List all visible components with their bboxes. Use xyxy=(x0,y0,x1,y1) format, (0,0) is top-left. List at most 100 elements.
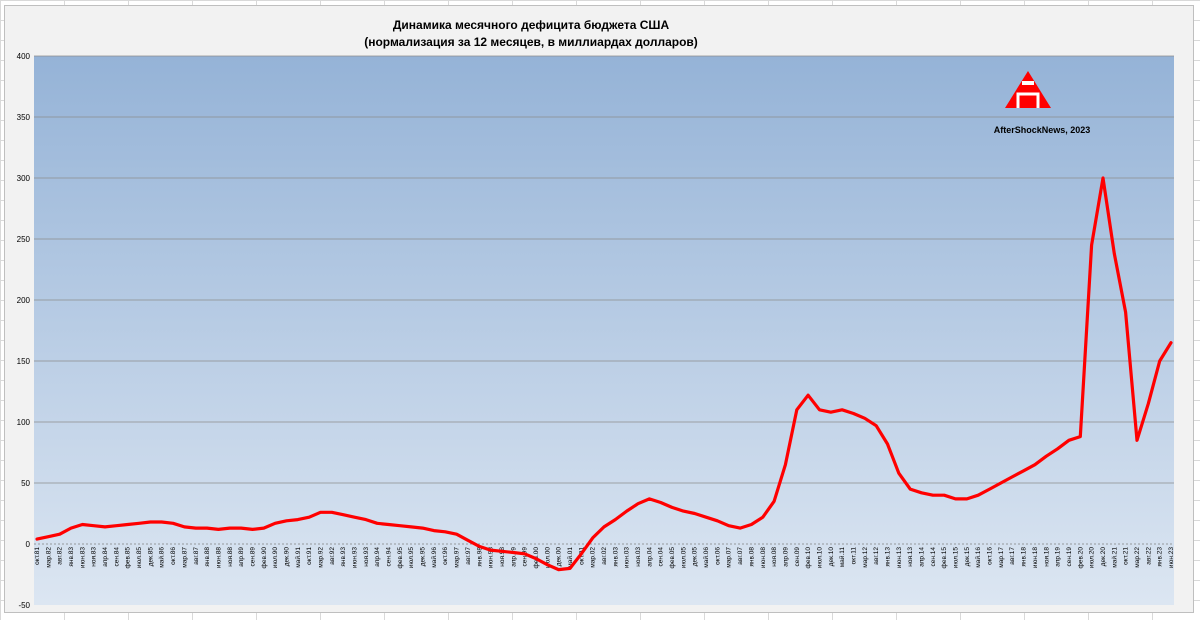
x-tick-label: апр.99 xyxy=(510,547,517,567)
x-tick-label: апр.19 xyxy=(1055,547,1062,567)
x-tick-label: мар.92 xyxy=(318,547,325,568)
x-tick-label: окт.81 xyxy=(34,547,41,565)
x-tick-label: июл.20 xyxy=(1089,547,1096,569)
x-tick-label: мар.22 xyxy=(1134,547,1141,568)
x-tick-label: июл.15 xyxy=(953,547,960,569)
x-tick-label: июл.90 xyxy=(272,547,279,569)
x-tick-label: фев.15 xyxy=(941,547,948,569)
x-tick-label: мар.12 xyxy=(862,547,869,568)
x-tick-label: дек.00 xyxy=(556,547,563,567)
watermark-text: AfterShockNews, 2023 xyxy=(994,125,1091,135)
x-tick-label: янв.88 xyxy=(204,547,211,567)
x-tick-label: авг.97 xyxy=(465,547,472,565)
x-tick-label: дек.05 xyxy=(692,547,699,567)
x-tick-label: фев.90 xyxy=(261,547,268,569)
x-tick-label: апр.94 xyxy=(374,547,381,567)
x-tick-label: июн.08 xyxy=(760,547,767,569)
x-tick-label: сен.09 xyxy=(794,547,801,567)
x-tick-label: июн.18 xyxy=(1032,547,1039,569)
x-tick-label: окт.96 xyxy=(442,547,449,565)
x-tick-label: авг.92 xyxy=(329,547,336,565)
x-tick-label: июн.13 xyxy=(896,547,903,569)
x-tick-label: мар.82 xyxy=(45,547,52,568)
x-tick-label: июл.05 xyxy=(680,547,687,569)
x-tick-label: янв.08 xyxy=(748,547,755,567)
y-tick-label: 300 xyxy=(17,174,31,183)
logo: AfterShockNews, 2023 xyxy=(994,71,1091,135)
x-tick-label: авг.87 xyxy=(193,547,200,565)
x-tick-label: май.06 xyxy=(702,547,710,568)
x-tick-label: ноя.03 xyxy=(635,547,642,567)
chart-subtitle: (нормализация за 12 месяцев, в миллиарда… xyxy=(364,35,698,49)
x-tick-label: сен.84 xyxy=(113,547,120,567)
plot-area xyxy=(34,56,1174,605)
x-tick-label: авг.22 xyxy=(1145,547,1152,565)
x-tick-label: май.91 xyxy=(294,547,302,568)
x-tick-label: ноя.13 xyxy=(907,547,914,567)
x-tick-label: май.11 xyxy=(838,547,846,568)
x-tick-label: сен.99 xyxy=(522,547,529,567)
y-tick-label: 350 xyxy=(17,113,31,122)
series-line xyxy=(35,176,1173,572)
x-tick-label: мар.02 xyxy=(590,547,597,568)
x-tick-label: янв.23 xyxy=(1157,547,1164,567)
grid-lines xyxy=(34,55,1174,484)
x-tick-label: ноя.08 xyxy=(771,547,778,567)
y-tick-label: 400 xyxy=(17,52,31,61)
x-tick-label: сен.19 xyxy=(1066,547,1073,567)
x-tick-label: сен.14 xyxy=(930,547,937,567)
x-tick-label: ноя.93 xyxy=(363,547,370,567)
x-tick-label: июл.10 xyxy=(816,547,823,569)
x-tick-label: июл.95 xyxy=(408,547,415,569)
x-tick-label: окт.21 xyxy=(1123,547,1130,565)
x-tick-label: июн.88 xyxy=(215,547,222,569)
x-tick-label: апр.84 xyxy=(102,547,109,567)
logo-mark-bar-icon xyxy=(1022,81,1034,85)
x-tick-label: ноя.18 xyxy=(1043,547,1050,567)
x-tick-label: янв.18 xyxy=(1021,547,1028,567)
y-tick-label: 0 xyxy=(26,540,31,549)
x-tick-label: окт.86 xyxy=(170,547,177,565)
y-axis: -50 0 50 100 150 200 250 300 350 400 xyxy=(17,52,31,610)
x-tick-label: май.21 xyxy=(1110,547,1118,568)
x-tick-label: дек.85 xyxy=(147,547,154,567)
chart-frame: Динамика месячного дефицита бюджета США … xyxy=(4,5,1194,613)
x-tick-label: мар.97 xyxy=(454,547,461,568)
x-tick-label: сен.94 xyxy=(386,547,393,567)
x-tick-label: апр.04 xyxy=(646,547,653,567)
x-tick-label: дек.10 xyxy=(828,547,835,567)
x-tick-label: июн.03 xyxy=(624,547,631,569)
x-tick-label: дек.15 xyxy=(964,547,971,567)
x-tick-label: май.16 xyxy=(974,547,982,568)
x-tick-label: дек.90 xyxy=(283,547,290,567)
x-tick-label: авг.07 xyxy=(737,547,744,565)
x-tick-label: окт.11 xyxy=(850,547,857,565)
x-tick-label: мар.07 xyxy=(726,547,733,568)
x-tick-label: май.86 xyxy=(158,547,166,568)
x-tick-label: июн.98 xyxy=(488,547,495,569)
x-tick-label: окт.91 xyxy=(306,547,313,565)
x-tick-label: авг.82 xyxy=(57,547,64,565)
x-tick-label: июл.85 xyxy=(136,547,143,569)
y-tick-label: 150 xyxy=(17,357,31,366)
x-tick-label: фев.10 xyxy=(805,547,812,569)
x-tick-label: авг.12 xyxy=(873,547,880,565)
x-tick-label: янв.03 xyxy=(612,547,619,567)
y-tick-label: 50 xyxy=(21,479,30,488)
x-tick-label: янв.98 xyxy=(476,547,483,567)
x-axis: окт.81 мар.82 авг.82 янв.83 июн.83 ноя.83 апр.… xyxy=(34,547,1175,569)
chart-title: Динамика месячного дефицита бюджета США xyxy=(393,18,670,32)
x-tick-label: ноя.88 xyxy=(227,547,234,567)
x-tick-label: фев.05 xyxy=(669,547,676,569)
x-tick-label: апр.09 xyxy=(782,547,789,567)
x-tick-label: июн.23 xyxy=(1168,547,1175,569)
x-tick-label: май.01 xyxy=(566,547,574,568)
x-tick-label: мар.87 xyxy=(181,547,188,568)
x-tick-label: ноя.83 xyxy=(91,547,98,567)
x-tick-label: авг.17 xyxy=(1009,547,1016,565)
x-tick-label: фев.20 xyxy=(1077,547,1084,569)
x-tick-label: июл.00 xyxy=(544,547,551,569)
logo-mark-inner-icon xyxy=(1016,92,1040,108)
x-tick-label: мар.17 xyxy=(998,547,1005,568)
x-tick-label: дек.20 xyxy=(1100,547,1107,567)
